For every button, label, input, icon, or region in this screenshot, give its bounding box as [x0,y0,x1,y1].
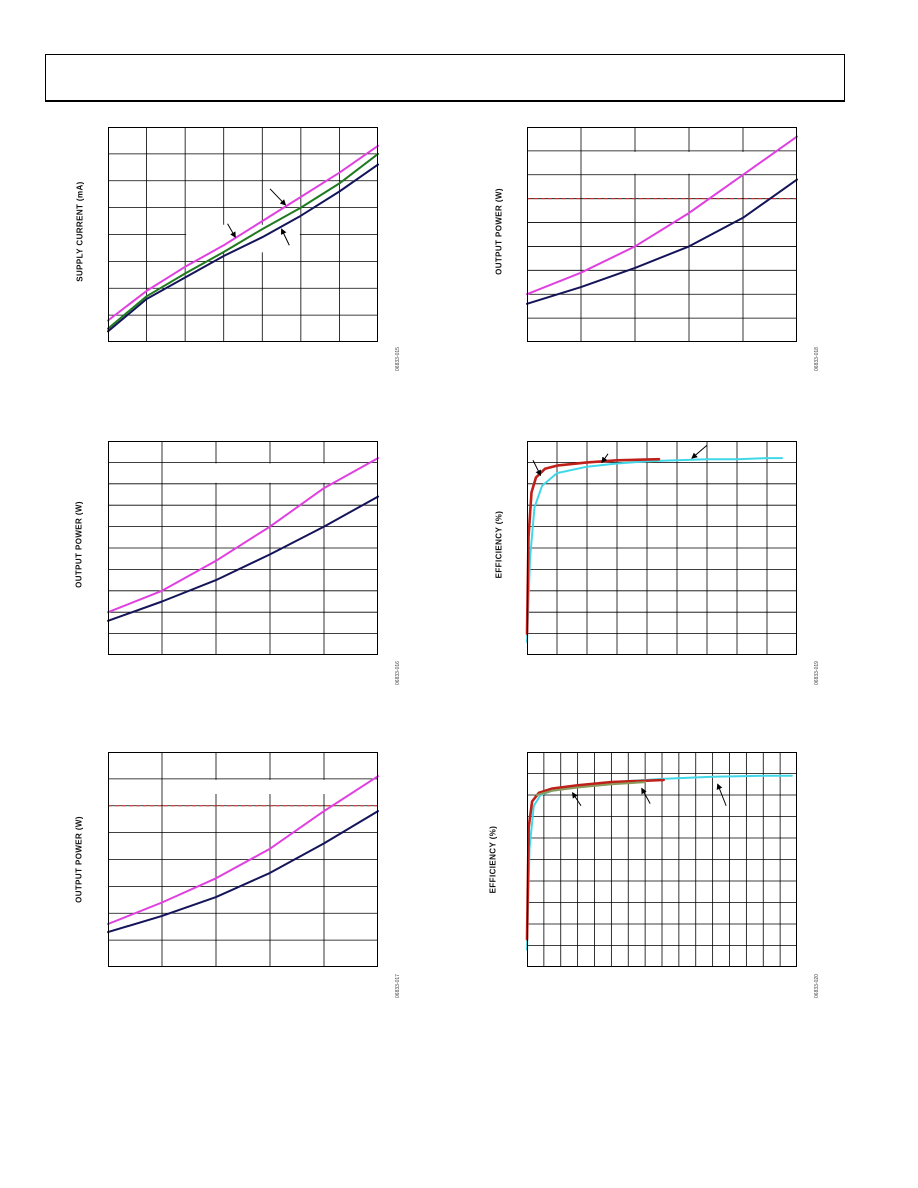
series-line-1 [107,457,379,614]
figure-id-p5: 06833-017 [395,974,401,998]
annotation-arrow-1 [601,453,609,464]
series-line-2 [107,495,379,622]
legend-area [582,151,796,174]
legend-area [163,779,377,794]
chart-output-power-bottom [107,752,379,967]
series-line-2 [107,152,379,330]
chart-output-power-top [526,127,798,342]
y-axis-label-output-power-middle: OUTPUT POWER (W) [74,501,84,588]
chart-efficiency-bottom [525,752,797,967]
figure-id-p3: 06833-016 [395,661,401,685]
chart-efficiency-top [525,441,797,655]
chart-output-power-middle [107,441,379,655]
chart-supply-current [107,127,379,342]
annotation-arrow-3 [532,460,541,477]
annotation-arrow-3 [281,228,290,246]
y-axis-label-output-power-top: OUTPUT POWER (W) [494,188,504,275]
series-line-1 [526,457,783,644]
annotation-arrow-3 [716,783,727,806]
plot-frame [527,127,797,342]
series-line-1 [107,775,379,925]
legend-area [163,463,377,483]
series-line-3 [536,781,647,796]
page-header-box [45,54,845,102]
y-axis-label-efficiency-bottom: EFFICIENCY (%) [488,825,498,894]
annotation-arrow-2 [227,223,236,239]
series-line-1 [107,144,379,322]
series-line-2 [107,810,379,934]
plot-frame [108,127,378,342]
plot-frame [108,441,378,655]
y-axis-label-efficiency-top: EFFICIENCY (%) [494,510,504,579]
series-line-3 [107,163,379,333]
annotation-arrow-1 [572,792,582,807]
y-axis-label-output-power-bottom: OUTPUT POWER (W) [74,816,84,903]
series-line-2 [525,778,665,941]
legend-area [186,224,300,253]
figure-id-p2: 06833-018 [814,347,820,371]
annotation-arrow-2 [691,444,708,459]
plot-frame [527,752,797,967]
series-line-2 [525,457,661,635]
plot-frame [108,752,378,967]
figure-id-p1: 06833-015 [395,347,401,371]
figure-id-p6: 06833-020 [814,974,820,998]
annotation-arrow-2 [641,787,651,804]
series-line-1 [526,135,798,296]
series-line-2 [526,178,798,305]
y-axis-label-supply-current: SUPPLY CURRENT (mA) [75,181,85,282]
figure-id-p4: 06833-019 [814,661,820,685]
annotation-arrow-1 [269,188,287,206]
plot-frame [527,441,797,655]
